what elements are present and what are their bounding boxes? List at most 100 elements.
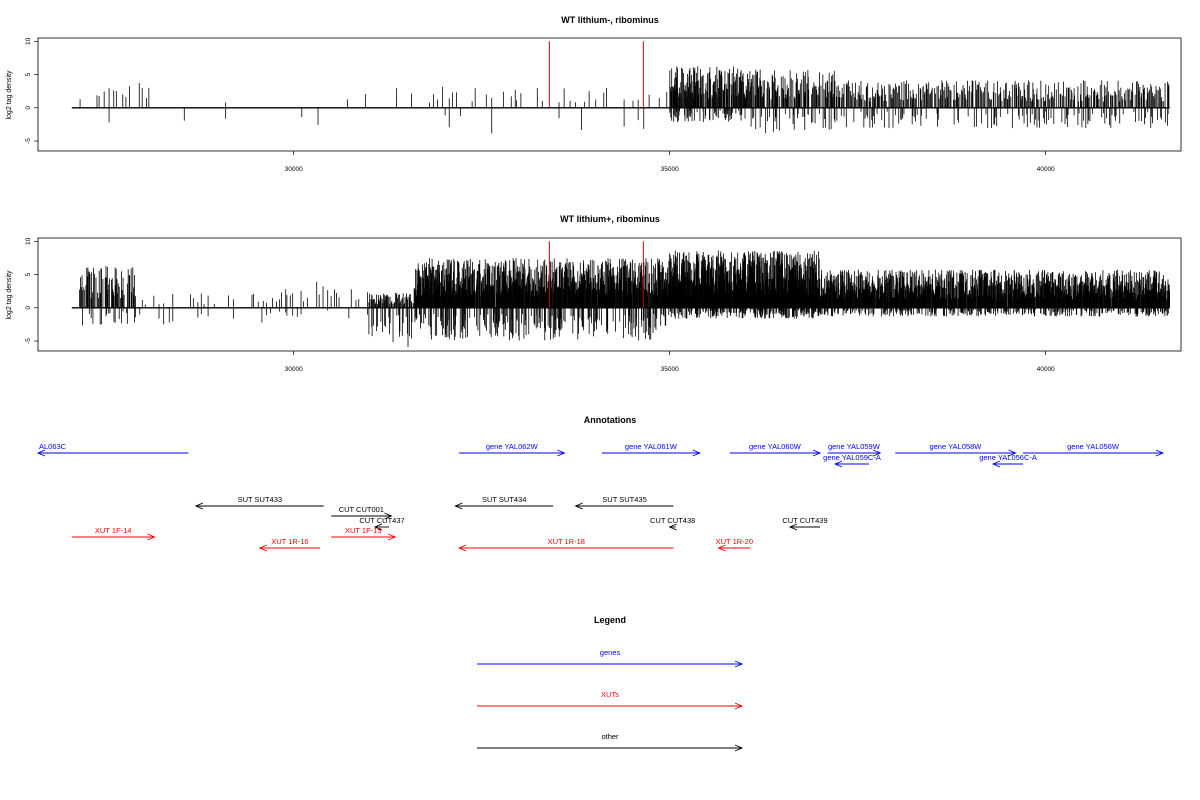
annotation-arrow-arrowhead <box>668 523 677 531</box>
annotation-label: XUT 1F-15 <box>345 526 382 535</box>
legend-label: genes <box>600 648 621 657</box>
annotation-feature: gene YAL062W <box>459 442 566 457</box>
y-tick-label: -5 <box>25 138 32 144</box>
y-tick-label: 10 <box>25 237 32 245</box>
annotation-feature: SUT SUT433 <box>194 495 324 510</box>
annotation-label: gene YAL056W <box>1067 442 1120 451</box>
x-axis: 30000 35000 40000 <box>285 351 1055 373</box>
signal-bars <box>71 66 1170 134</box>
annotation-label: gene YAL060W <box>749 442 802 451</box>
y-axis: -5 0 5 10 <box>25 237 38 344</box>
y-tick-label: 0 <box>25 306 32 310</box>
signal-bars <box>71 250 1170 347</box>
annotation-arrow-arrowhead <box>574 502 583 510</box>
marker-lines <box>548 41 644 108</box>
annotation-arrow-arrowhead <box>557 449 566 457</box>
annotation-feature: XUT 1R-18 <box>457 537 674 552</box>
annotation-feature: SUT SUT434 <box>454 495 554 510</box>
annotation-label: XUT 1F-14 <box>95 526 132 535</box>
legend-title: Legend <box>594 615 626 625</box>
legend-item-xut: XUTs <box>477 690 744 710</box>
annotation-feature: CUT CUT437 <box>359 516 405 531</box>
y-axis: -5 0 5 10 <box>25 37 38 144</box>
annotation-label: gene YAL058W <box>929 442 982 451</box>
y-axis-label: log2 tag density <box>6 270 13 320</box>
annotation-arrow-arrowhead <box>384 512 393 520</box>
annotation-label: gene YAL059W <box>828 442 881 451</box>
legend-item-other: other <box>477 732 744 752</box>
legend-items: genes XUTs other <box>477 648 744 752</box>
x-tick-label: 40000 <box>1037 366 1055 373</box>
annotation-label: CUT CUT437 <box>359 516 404 525</box>
annotation-feature: XUT 1F-14 <box>71 526 156 541</box>
annotation-feature: CUT CUT439 <box>782 516 828 531</box>
annotation-label: CUT CUT438 <box>650 516 695 525</box>
annotations-panel: Annotations AL063C gene YAL062W gene YAL06… <box>36 415 1165 552</box>
annotation-feature: CUT CUT001 <box>331 505 393 520</box>
x-tick-label: 30000 <box>285 166 303 173</box>
x-tick-label: 35000 <box>661 366 679 373</box>
annotation-label: CUT CUT001 <box>339 505 384 514</box>
track-title: WT lithium-, ribominus <box>561 15 659 25</box>
plot-frame <box>37 37 1182 152</box>
annotation-label: XUT 1R-16 <box>271 537 308 546</box>
plot-frame <box>37 237 1182 352</box>
track-panel-lithium-plus: WT lithium+, ribominus log2 tag density … <box>6 214 1182 373</box>
x-tick-label: 30000 <box>285 366 303 373</box>
annotation-feature: gene YAL060W <box>729 442 822 457</box>
annotation-feature: CUT CUT438 <box>650 516 695 531</box>
annotation-label: gene YAL059C-A <box>823 453 881 462</box>
annotation-arrow-arrowhead <box>833 460 843 468</box>
annotation-label: XUT 1R-20 <box>716 537 753 546</box>
annotation-features: AL063C gene YAL062W gene YAL061W gene YAL06… <box>36 442 1165 552</box>
annotation-feature: XUT 1R-20 <box>716 537 753 552</box>
annotations-title: Annotations <box>584 415 637 425</box>
annotation-arrow-arrowhead <box>36 449 46 457</box>
annotation-label: SUT SUT434 <box>482 495 526 504</box>
annotation-label: CUT CUT439 <box>782 516 827 525</box>
annotation-label: AL063C <box>39 442 67 451</box>
y-axis-label: log2 tag density <box>6 70 13 120</box>
legend-label: other <box>601 732 619 741</box>
y-tick-label: 10 <box>25 37 32 45</box>
annotation-label: SUT SUT435 <box>602 495 646 504</box>
annotation-feature: gene YAL059C-A <box>823 453 881 468</box>
annotation-feature: XUT 1F-15 <box>331 526 397 541</box>
y-tick-label: 0 <box>25 106 32 110</box>
legend-arrow-arrowhead <box>734 702 744 710</box>
x-tick-label: 35000 <box>661 166 679 173</box>
annotation-label: SUT SUT433 <box>238 495 282 504</box>
legend-arrow-arrowhead <box>734 660 744 668</box>
marker-lines <box>548 241 644 308</box>
annotation-arrow-arrowhead <box>1155 449 1165 457</box>
annotation-arrow-arrowhead <box>717 544 726 552</box>
annotation-arrow-arrowhead <box>373 523 383 531</box>
y-tick-label: 5 <box>25 272 32 276</box>
annotation-arrow-arrowhead <box>692 449 701 457</box>
annotation-feature: gene YAL058W <box>895 442 1017 457</box>
annotation-arrow-arrowhead <box>991 460 1001 468</box>
annotation-label: gene YAL062W <box>486 442 539 451</box>
annotation-arrow-arrowhead <box>258 544 268 552</box>
annotation-arrow-arrowhead <box>454 502 463 510</box>
track-panel-lithium-minus: WT lithium-, ribominus log2 tag density … <box>6 15 1182 173</box>
annotation-feature: AL063C <box>36 442 189 457</box>
annotation-arrow-arrowhead <box>457 544 467 552</box>
annotation-arrow-arrowhead <box>147 533 156 541</box>
x-tick-label: 40000 <box>1037 166 1055 173</box>
annotation-feature: gene YAL056C-A <box>979 453 1037 468</box>
annotation-arrow-arrowhead <box>388 533 397 541</box>
legend-item-gene: genes <box>477 648 744 668</box>
annotation-feature: gene YAL059W <box>827 442 882 457</box>
track-title: WT lithium+, ribominus <box>560 214 660 224</box>
annotation-label: XUT 1R-18 <box>548 537 585 546</box>
annotation-label: gene YAL056C-A <box>979 453 1037 462</box>
legend-label: XUTs <box>601 690 619 699</box>
legend: Legend genes XUTs other <box>477 615 744 752</box>
y-tick-label: 5 <box>25 72 32 76</box>
annotation-label: gene YAL061W <box>625 442 678 451</box>
annotation-feature: XUT 1R-16 <box>258 537 320 552</box>
annotation-arrow-arrowhead <box>873 449 882 457</box>
y-tick-label: -5 <box>25 338 32 344</box>
